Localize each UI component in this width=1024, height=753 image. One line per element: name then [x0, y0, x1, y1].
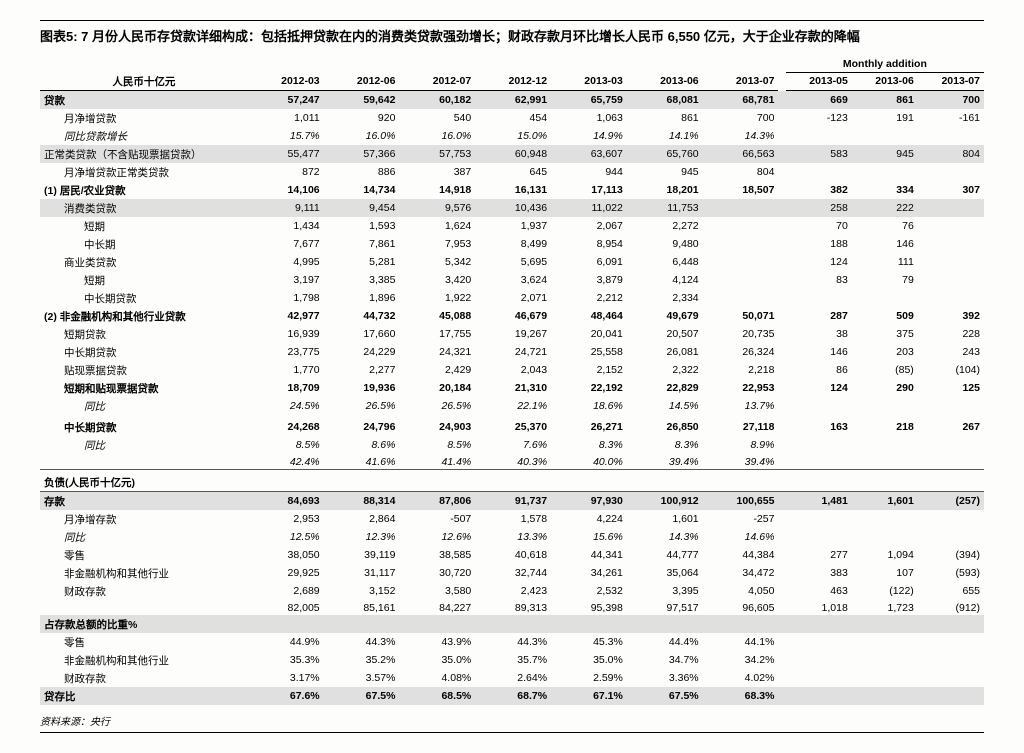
table-row: 贷款57,24759,64260,18262,99165,75968,08168…	[40, 91, 984, 110]
row-label: 贷存比	[40, 687, 248, 705]
table-row: 中长期7,6777,8617,9538,4998,9549,480188146	[40, 235, 984, 253]
table-row: 贷存比67.6%67.5%68.5%68.7%67.1%67.5%68.3%	[40, 687, 984, 705]
row-label: 非金融机构和其他行业	[40, 651, 248, 669]
row-label: 中长期贷款	[40, 343, 248, 361]
loan-deposit-table: Monthly addition 人民币十亿元 2012-032012-0620…	[40, 57, 984, 706]
unit-label: 人民币十亿元	[40, 72, 248, 91]
table-row: 中长期贷款1,7981,8961,9222,0712,2122,334	[40, 289, 984, 307]
row-label: 财政存款	[40, 669, 248, 687]
row-label: 短期贷款	[40, 325, 248, 343]
table-row: 零售38,05039,11938,58540,61844,34144,77744…	[40, 546, 984, 564]
table-row: 占存款总额的比重%	[40, 615, 984, 633]
table-row: 短期3,1973,3853,4203,6243,8794,1248379	[40, 271, 984, 289]
row-label: 存款	[40, 492, 248, 511]
row-label: 财政存款	[40, 582, 248, 600]
table-row: 零售44.9%44.3%43.9%44.3%45.3%44.4%44.1%	[40, 633, 984, 651]
table-row: 同比12.5%12.3%12.6%13.3%15.6%14.3%14.6%	[40, 528, 984, 546]
column-header-row: 人民币十亿元 2012-032012-062012-07 2012-122013…	[40, 72, 984, 91]
table-row: 中长期贷款24,26824,79624,90325,37026,27126,85…	[40, 418, 984, 436]
row-label: 中长期	[40, 235, 248, 253]
row-label: 商业类贷款	[40, 253, 248, 271]
row-label: (1) 居民/农业贷款	[40, 181, 248, 199]
row-label: 月净增存款	[40, 510, 248, 528]
row-label: 零售	[40, 633, 248, 651]
row-label: 月净增贷款正常类贷款	[40, 163, 248, 181]
row-label: 贴现票据贷款	[40, 361, 248, 379]
table-row: 正常类贷款（不含贴现票据贷款）55,47757,36657,75360,9486…	[40, 145, 984, 163]
table-row: 同比8.5%8.6%8.5%7.6%8.3%8.3%8.9%	[40, 436, 984, 454]
table-row: 非金融机构和其他行业35.3%35.2%35.0%35.7%35.0%34.7%…	[40, 651, 984, 669]
row-label: 非金融机构和其他行业	[40, 564, 248, 582]
chart-title: 图表5: 7 月份人民币存贷款详细构成：包括抵押贷款在内的消费类贷款强劲增长；财…	[40, 20, 984, 47]
table-row: 贴现票据贷款1,7702,2772,4292,0432,1522,3222,21…	[40, 361, 984, 379]
row-label	[40, 454, 248, 470]
table-row: 月净增贷款1,0119205404541,063861700-123191-16…	[40, 109, 984, 127]
row-label: 贷款	[40, 91, 248, 110]
row-label: 同比	[40, 436, 248, 454]
table-row: 82,00585,16184,22789,31395,39897,51796,6…	[40, 600, 984, 615]
table-row: 商业类贷款4,9955,2815,3425,6956,0916,44812411…	[40, 253, 984, 271]
row-label: 正常类贷款（不含贴现票据贷款）	[40, 145, 248, 163]
table-row: 同比贷款增长15.7%16.0%16.0%15.0%14.9%14.1%14.3…	[40, 127, 984, 145]
row-label: 中长期贷款	[40, 418, 248, 436]
table-row: 同比24.5%26.5%26.5%22.1%18.6%14.5%13.7%	[40, 397, 984, 415]
table-row: 短期和贴现票据贷款18,70919,93620,18421,31022,1922…	[40, 379, 984, 397]
table-row: 月净增存款2,9532,864-5071,5784,2241,601-257	[40, 510, 984, 528]
table-row: 负债(人民币十亿元)	[40, 473, 984, 492]
table-row: 非金融机构和其他行业29,92531,11730,72032,74434,261…	[40, 564, 984, 582]
row-label: 消费类贷款	[40, 199, 248, 217]
table-row: (2) 非金融机构和其他行业贷款42,97744,73245,08846,679…	[40, 307, 984, 325]
source-footer: 资料来源：央行	[40, 713, 984, 733]
table-row: 财政存款2,6893,1523,5802,4232,5323,3954,0504…	[40, 582, 984, 600]
row-label: (2) 非金融机构和其他行业贷款	[40, 307, 248, 325]
table-row: 月净增贷款正常类贷款872886387645944945804	[40, 163, 984, 181]
table-row: 中长期贷款23,77524,22924,32124,72125,55826,08…	[40, 343, 984, 361]
table-row: 存款84,69388,31487,80691,73797,930100,9121…	[40, 492, 984, 511]
row-label: 同比	[40, 397, 248, 415]
table-row: 财政存款3.17%3.57%4.08%2.64%2.59%3.36%4.02%	[40, 669, 984, 687]
monthly-addition-header: Monthly addition	[786, 57, 984, 73]
row-label: 负债(人民币十亿元)	[40, 473, 248, 492]
table-row: 短期贷款16,93917,66017,75519,26720,04120,507…	[40, 325, 984, 343]
table-row: 短期1,4341,5931,6241,9372,0672,2727076	[40, 217, 984, 235]
table-row: 42.4%41.6%41.4%40.3%40.0%39.4%39.4%	[40, 454, 984, 470]
row-label	[40, 600, 248, 615]
row-label: 同比	[40, 528, 248, 546]
row-label: 占存款总额的比重%	[40, 615, 248, 633]
row-label: 短期和贴现票据贷款	[40, 379, 248, 397]
row-label: 中长期贷款	[40, 289, 248, 307]
row-label: 同比贷款增长	[40, 127, 248, 145]
row-label: 短期	[40, 271, 248, 289]
row-label: 短期	[40, 217, 248, 235]
table-row: (1) 居民/农业贷款14,10614,73414,91816,13117,11…	[40, 181, 984, 199]
row-label: 月净增贷款	[40, 109, 248, 127]
row-label: 零售	[40, 546, 248, 564]
table-row: 消费类贷款9,1119,4549,57610,43611,02211,75325…	[40, 199, 984, 217]
